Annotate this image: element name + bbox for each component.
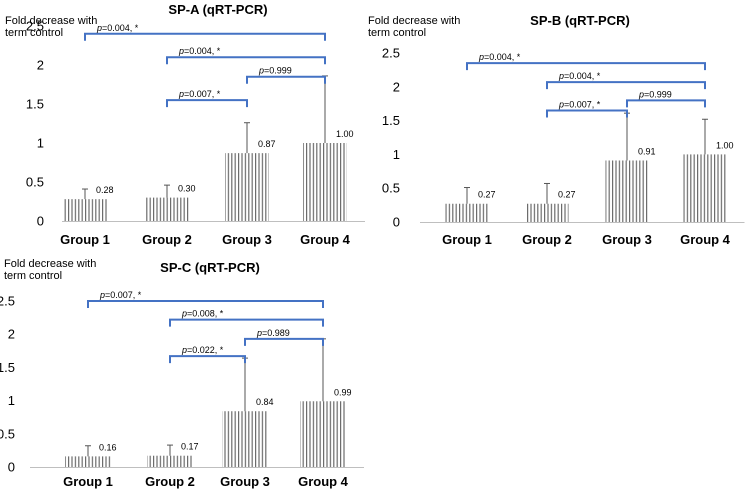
bar bbox=[303, 143, 347, 221]
chart-title: SP-C (qRT-PCR) bbox=[160, 260, 260, 275]
significance-bracket bbox=[166, 56, 326, 65]
y-tick-label: 2.5 bbox=[26, 19, 44, 34]
p-value-label: p=0.999 bbox=[258, 66, 292, 76]
x-tick-label: Group 3 bbox=[220, 474, 270, 489]
data-label: 0.17 bbox=[181, 442, 199, 452]
significance-bracket bbox=[169, 318, 324, 327]
p-value-label: p=0.999 bbox=[638, 89, 672, 99]
x-tick-label: Group 3 bbox=[222, 232, 272, 247]
data-label: 0.84 bbox=[256, 397, 274, 407]
y-tick-label: 2 bbox=[393, 79, 400, 94]
significance-bracket bbox=[84, 32, 326, 41]
x-tick-label: Group 2 bbox=[145, 474, 195, 489]
data-label: 0.27 bbox=[478, 190, 496, 200]
x-tick-label: Group 1 bbox=[60, 232, 110, 247]
y-axis-label-line2: term control bbox=[368, 27, 426, 39]
bar bbox=[300, 401, 346, 467]
bar bbox=[65, 456, 111, 467]
y-tick-label: 2 bbox=[37, 58, 44, 73]
bar bbox=[683, 154, 727, 222]
data-label: 0.30 bbox=[178, 184, 196, 194]
bar bbox=[147, 455, 193, 467]
y-tick-label: 1 bbox=[37, 136, 44, 151]
data-label: 0.16 bbox=[99, 442, 117, 452]
p-value-label: p=0.007, * bbox=[99, 290, 142, 300]
y-tick-label: 0 bbox=[37, 214, 44, 229]
bar bbox=[222, 411, 268, 467]
p-value-label: p=0.004, * bbox=[478, 52, 521, 62]
x-tick-label: Group 3 bbox=[602, 232, 652, 247]
x-tick-label: Group 2 bbox=[142, 232, 192, 247]
data-label: 0.99 bbox=[334, 387, 352, 397]
y-axis-label-line1: Fold decrease with bbox=[368, 15, 460, 27]
y-axis-label-line2: term control bbox=[5, 27, 63, 39]
x-tick-label: Group 4 bbox=[298, 474, 349, 489]
chart-title: SP-A (qRT-PCR) bbox=[168, 2, 267, 17]
significance-bracket bbox=[169, 355, 246, 364]
x-tick-label: Group 4 bbox=[680, 232, 731, 247]
bar bbox=[445, 203, 489, 222]
bar bbox=[145, 197, 189, 221]
x-tick-label: Group 4 bbox=[300, 232, 351, 247]
p-value-label: p=0.008, * bbox=[181, 309, 224, 319]
y-tick-label: 1.5 bbox=[26, 97, 44, 112]
y-tick-label: 2 bbox=[8, 327, 15, 342]
p-value-label: p=0.989 bbox=[256, 328, 290, 338]
y-tick-label: 0 bbox=[8, 460, 15, 475]
significance-bracket bbox=[246, 75, 326, 84]
y-tick-label: 2.5 bbox=[382, 46, 400, 61]
bar bbox=[605, 160, 649, 222]
y-tick-label: 1.5 bbox=[382, 113, 400, 128]
y-tick-label: 1.5 bbox=[0, 360, 15, 375]
y-axis-label-line1: Fold decrease with bbox=[5, 15, 97, 27]
p-value-label: p=0.004, * bbox=[96, 23, 139, 33]
p-value-label: p=0.007, * bbox=[178, 89, 221, 99]
bar bbox=[63, 199, 107, 221]
p-value-label: p=0.022, * bbox=[181, 345, 224, 355]
significance-bracket bbox=[244, 337, 324, 346]
x-tick-label: Group 1 bbox=[442, 232, 492, 247]
y-tick-label: 2.5 bbox=[0, 294, 15, 309]
x-tick-label: Group 2 bbox=[522, 232, 572, 247]
y-tick-label: 0 bbox=[393, 215, 400, 230]
chart-title: SP-B (qRT-PCR) bbox=[530, 13, 630, 28]
data-label: 0.28 bbox=[96, 185, 114, 195]
y-tick-label: 0.5 bbox=[0, 426, 15, 441]
y-tick-label: 1 bbox=[393, 147, 400, 162]
y-axis-label-line2: term control bbox=[4, 270, 62, 282]
data-label: 1.00 bbox=[336, 129, 354, 139]
significance-bracket bbox=[546, 81, 706, 90]
y-tick-label: 0.5 bbox=[26, 175, 44, 190]
data-label: 1.00 bbox=[716, 140, 734, 150]
p-value-label: p=0.007, * bbox=[558, 99, 601, 109]
x-tick-label: Group 1 bbox=[63, 474, 113, 489]
p-value-label: p=0.004, * bbox=[558, 71, 601, 81]
p-value-label: p=0.004, * bbox=[178, 46, 221, 56]
y-axis-label-line1: Fold decrease with bbox=[4, 258, 96, 270]
bar bbox=[225, 153, 269, 221]
significance-bracket bbox=[166, 99, 248, 108]
significance-bracket bbox=[466, 62, 706, 71]
significance-bracket bbox=[87, 300, 324, 308]
significance-bracket bbox=[546, 109, 628, 118]
y-tick-label: 1 bbox=[8, 393, 15, 408]
significance-bracket bbox=[626, 99, 706, 108]
data-label: 0.27 bbox=[558, 190, 576, 200]
bar bbox=[525, 203, 569, 222]
data-label: 0.87 bbox=[258, 139, 276, 149]
y-tick-label: 0.5 bbox=[382, 181, 400, 196]
data-label: 0.91 bbox=[638, 146, 656, 156]
